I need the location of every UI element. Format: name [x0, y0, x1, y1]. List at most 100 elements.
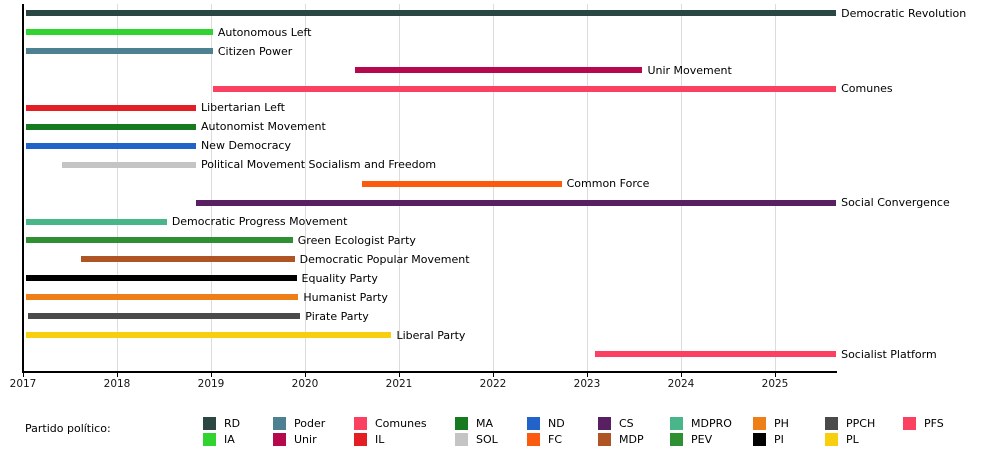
bar-label-FC: Common Force: [566, 177, 650, 191]
legend-swatch-Poder: [273, 417, 286, 430]
bar-PPCH: [27, 313, 301, 320]
bar-PEV: [25, 237, 293, 244]
legend-swatch-CS: [598, 417, 611, 430]
bar-MDPRO: [25, 218, 167, 225]
x-tick-label-2018: 2018: [103, 378, 131, 390]
x-tick-2017: [23, 373, 24, 377]
bar-label-RD: Democratic Revolution: [841, 6, 967, 20]
gridline-2019: [211, 4, 212, 371]
bar-label-PI: Equality Party: [301, 271, 378, 285]
bar-PI: [25, 275, 297, 282]
x-tick-2024: [681, 373, 682, 377]
legend-label-PFS: PFS: [924, 417, 944, 430]
legend-swatch-PEV: [670, 433, 683, 446]
legend-label-IL: IL: [375, 433, 385, 446]
bar-Poder: [25, 48, 213, 55]
legend-swatch-MDPRO: [670, 417, 683, 430]
x-tick-label-2017: 2017: [9, 378, 37, 390]
legend-title: Partido político:: [25, 422, 111, 435]
x-tick-label-2020: 2020: [291, 378, 319, 390]
bar-Unir: [354, 67, 643, 74]
bar-ND: [25, 142, 196, 149]
bar-RD: [25, 10, 837, 17]
bar-IL: [25, 104, 196, 111]
bar-label-PFS: Socialist Platform: [841, 347, 937, 361]
legend-label-Unir: Unir: [294, 433, 317, 446]
legend-label-SOL: SOL: [476, 433, 498, 446]
bar-PFS: [594, 351, 837, 358]
legend-swatch-PFS: [903, 417, 916, 430]
bar-label-SOL: Political Movement Socialism and Freedom: [200, 158, 437, 172]
legend-label-FC: FC: [548, 433, 563, 446]
x-tick-2019: [211, 373, 212, 377]
legend-swatch-PPCH: [825, 417, 838, 430]
x-tick-2021: [399, 373, 400, 377]
bar-label-PPCH: Pirate Party: [305, 309, 369, 323]
legend-swatch-RD: [203, 417, 216, 430]
bar-PL: [25, 332, 392, 339]
legend-swatch-IA: [203, 433, 216, 446]
bar-Comunes: [212, 85, 837, 92]
bar-label-MDP: Democratic Popular Movement: [299, 252, 470, 266]
bar-IA: [25, 29, 213, 36]
legend-label-MDPRO: MDPRO: [691, 417, 732, 430]
bar-label-Comunes: Comunes: [841, 82, 893, 96]
bar-label-MA: Autonomist Movement: [200, 120, 326, 134]
gridline-2023: [587, 4, 588, 371]
bar-label-MDPRO: Democratic Progress Movement: [171, 215, 348, 229]
legend-label-CS: CS: [619, 417, 634, 430]
bar-label-PEV: Green Ecologist Party: [297, 233, 416, 247]
bar-MDP: [81, 256, 295, 263]
legend-swatch-IL: [354, 433, 367, 446]
legend-label-PI: PI: [774, 433, 784, 446]
gridline-2022: [493, 4, 494, 371]
y-axis-spine: [22, 4, 24, 373]
bar-SOL: [62, 161, 196, 168]
legend-label-MA: MA: [476, 417, 494, 430]
legend-swatch-Comunes: [354, 417, 367, 430]
legend-swatch-ND: [527, 417, 540, 430]
x-tick-2022: [493, 373, 494, 377]
bar-label-IL: Libertarian Left: [200, 101, 285, 115]
x-tick-label-2025: 2025: [761, 378, 789, 390]
bar-FC: [362, 180, 562, 187]
bar-label-PH: Humanist Party: [303, 290, 388, 304]
bar-label-Unir: Unir Movement: [647, 63, 732, 77]
legend-label-IA: IA: [224, 433, 235, 446]
x-tick-label-2019: 2019: [197, 378, 225, 390]
legend-swatch-PH: [753, 417, 766, 430]
x-axis-spine: [22, 371, 837, 373]
legend-label-Poder: Poder: [294, 417, 326, 430]
bar-MA: [25, 123, 196, 130]
gridline-2024: [681, 4, 682, 371]
bar-PH: [25, 294, 299, 301]
legend-swatch-MDP: [598, 433, 611, 446]
legend-label-MDP: MDP: [619, 433, 644, 446]
legend-swatch-FC: [527, 433, 540, 446]
x-tick-label-2024: 2024: [667, 378, 695, 390]
legend-label-PL: PL: [846, 433, 859, 446]
legend-label-Comunes: Comunes: [375, 417, 427, 430]
x-tick-label-2023: 2023: [573, 378, 601, 390]
legend-label-PEV: PEV: [691, 433, 713, 446]
bar-label-Poder: Citizen Power: [217, 44, 293, 58]
x-tick-2018: [117, 373, 118, 377]
x-tick-2023: [587, 373, 588, 377]
bar-label-IA: Autonomous Left: [217, 25, 312, 39]
bar-label-ND: New Democracy: [200, 139, 291, 153]
x-tick-2025: [775, 373, 776, 377]
gridline-2020: [305, 4, 306, 371]
legend-swatch-MA: [455, 417, 468, 430]
legend-label-PPCH: PPCH: [846, 417, 876, 430]
gridline-2025: [775, 4, 776, 371]
legend-label-PH: PH: [774, 417, 789, 430]
gridline-2018: [117, 4, 118, 371]
bar-label-PL: Liberal Party: [396, 328, 466, 342]
legend-swatch-SOL: [455, 433, 468, 446]
legend-label-RD: RD: [224, 417, 241, 430]
x-tick-label-2021: 2021: [385, 378, 413, 390]
gridline-2021: [399, 4, 400, 371]
legend-swatch-PL: [825, 433, 838, 446]
bar-CS: [195, 199, 837, 206]
